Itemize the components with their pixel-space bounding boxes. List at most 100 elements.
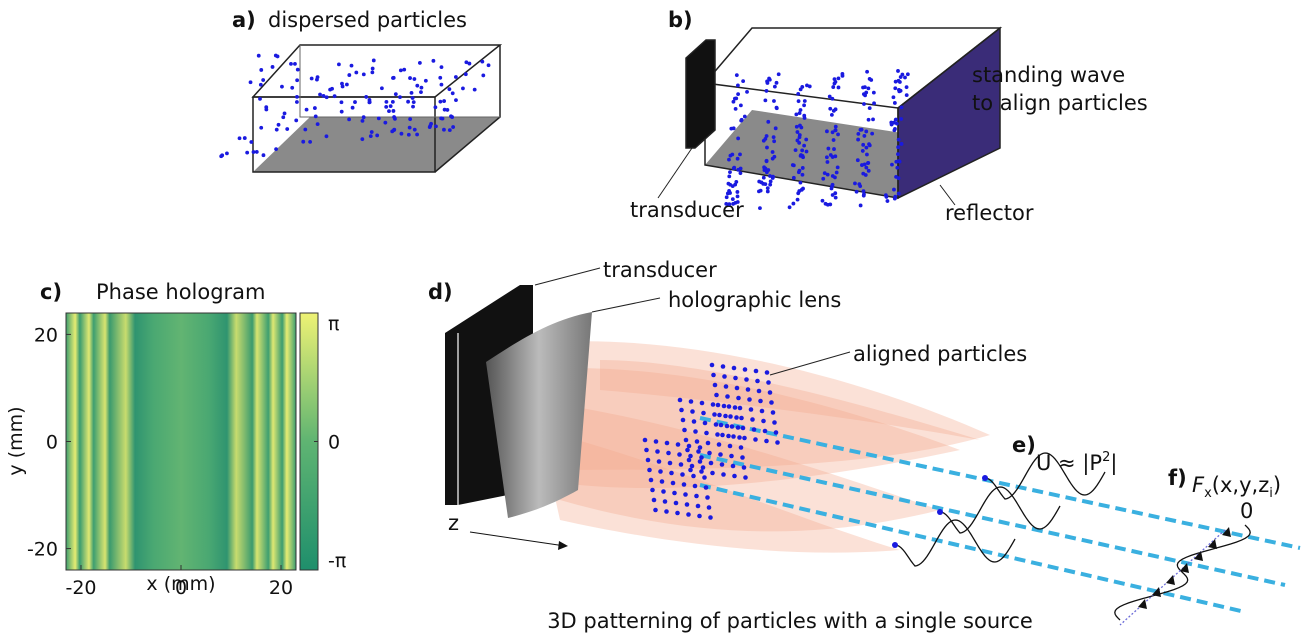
particle xyxy=(796,130,800,134)
particle xyxy=(893,86,897,90)
particle xyxy=(737,435,742,440)
particle xyxy=(717,442,722,447)
particle xyxy=(795,125,799,129)
particle xyxy=(796,139,800,143)
particle xyxy=(434,105,438,109)
particle xyxy=(249,80,253,84)
particle xyxy=(295,95,299,99)
particle xyxy=(771,150,775,154)
particle xyxy=(766,81,770,85)
particle xyxy=(832,109,836,113)
particle xyxy=(743,115,747,119)
particle xyxy=(775,81,779,85)
particle xyxy=(866,161,870,165)
particle xyxy=(906,72,910,76)
particle xyxy=(800,85,804,89)
particle xyxy=(392,76,396,80)
particle xyxy=(834,125,838,129)
note-line: standing wave xyxy=(972,63,1125,87)
particle xyxy=(868,106,872,110)
particle xyxy=(702,475,707,480)
particle xyxy=(714,393,719,398)
particle xyxy=(313,106,317,110)
particle xyxy=(408,117,412,121)
particle xyxy=(449,114,453,118)
particle xyxy=(271,65,275,69)
particle xyxy=(315,78,319,82)
particle xyxy=(739,171,743,175)
particle xyxy=(855,190,859,194)
particle xyxy=(898,160,902,164)
particle xyxy=(646,458,651,463)
particle xyxy=(420,86,424,90)
axis-label: z xyxy=(448,511,459,535)
particle xyxy=(657,459,662,464)
panel-label: f) xyxy=(1168,466,1187,490)
particle xyxy=(677,452,682,457)
particle xyxy=(295,78,299,82)
particle xyxy=(394,92,398,96)
formula-part: | xyxy=(1110,451,1117,476)
particle xyxy=(419,90,423,94)
particle xyxy=(825,155,829,159)
particle xyxy=(736,157,740,161)
particle xyxy=(734,107,738,111)
formula: U ≈ |P2| xyxy=(1036,450,1117,476)
particle xyxy=(434,124,438,128)
leader xyxy=(770,352,850,375)
particle xyxy=(340,110,344,114)
particle xyxy=(872,101,876,105)
particle xyxy=(693,429,698,434)
particle xyxy=(350,64,354,68)
particle xyxy=(690,409,695,414)
particle xyxy=(480,60,484,64)
particle xyxy=(225,151,229,155)
particle xyxy=(691,474,696,479)
particle xyxy=(802,144,806,148)
particle xyxy=(937,509,943,515)
particle xyxy=(755,379,760,384)
particle xyxy=(801,187,805,191)
particle xyxy=(384,105,388,109)
y-axis-label: y (mm) xyxy=(5,406,27,475)
particle xyxy=(711,373,716,378)
particle xyxy=(823,171,827,175)
particle xyxy=(261,78,265,82)
particle xyxy=(899,117,903,121)
particle xyxy=(719,423,724,428)
particle xyxy=(731,184,735,188)
particle xyxy=(710,471,715,476)
colorbar-tick-label: 0 xyxy=(328,432,340,454)
particle xyxy=(688,468,693,473)
particle xyxy=(801,173,805,177)
particle xyxy=(856,158,860,162)
particle xyxy=(668,461,673,466)
particle xyxy=(262,153,266,157)
particle xyxy=(750,417,755,422)
particle xyxy=(769,180,773,184)
particle xyxy=(341,85,345,89)
particle xyxy=(697,514,702,519)
particle xyxy=(696,504,701,509)
particle xyxy=(295,100,299,104)
particle xyxy=(900,142,904,146)
particle xyxy=(764,439,769,444)
particle xyxy=(833,154,837,158)
particle xyxy=(675,511,680,516)
particle xyxy=(826,160,830,164)
particle xyxy=(738,406,743,411)
z-arrow xyxy=(470,532,565,546)
leader xyxy=(658,148,692,198)
particle xyxy=(763,168,767,172)
panel-label: a) xyxy=(232,8,256,32)
particle xyxy=(721,364,726,369)
particle xyxy=(370,130,374,134)
particle xyxy=(892,121,896,125)
particle xyxy=(364,95,368,99)
particle xyxy=(285,127,289,131)
particle xyxy=(766,120,770,124)
formula-part: U ≈ |P xyxy=(1036,451,1102,476)
particle xyxy=(372,59,376,63)
particle xyxy=(487,63,491,67)
particle xyxy=(347,73,351,77)
